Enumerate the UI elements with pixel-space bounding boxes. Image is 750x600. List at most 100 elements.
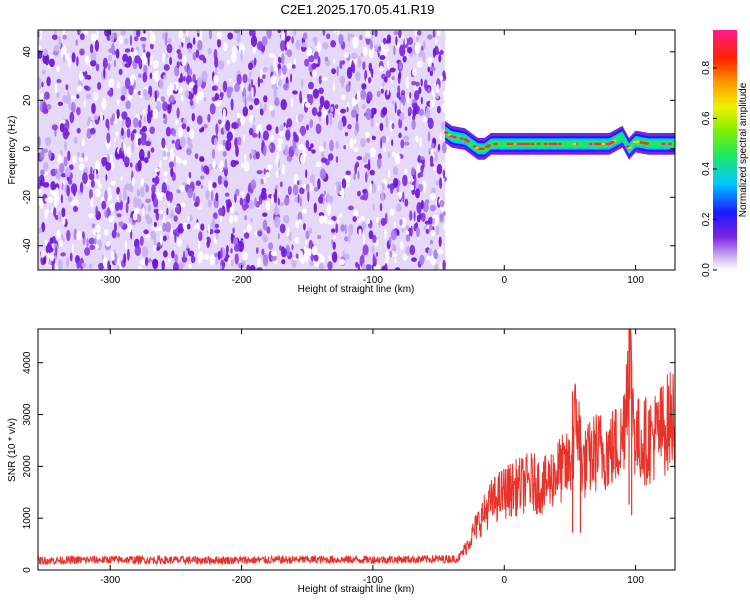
spectrogram-noise-blob <box>249 71 252 78</box>
spectrogram-noise-blob <box>299 90 302 103</box>
spectrogram-noise-blob <box>322 42 329 50</box>
spectrogram-noise-blob <box>113 137 117 143</box>
spectrogram-noise-blob <box>429 70 434 77</box>
spectrogram-noise-blob <box>174 232 177 243</box>
spectrogram-noise-blob <box>89 244 96 251</box>
spectrogram-noise-blob <box>263 95 268 103</box>
spectrogram-noise-blob <box>230 98 234 111</box>
spectrogram-noise-blob <box>443 95 446 101</box>
spectrogram-noise-blob <box>268 145 272 150</box>
spectrogram-noise-blob <box>379 55 386 60</box>
spectrogram-noise-blob <box>219 92 224 98</box>
spectrogram-noise-blob <box>255 247 259 254</box>
spectrogram-noise-blob <box>424 220 431 225</box>
spectrogram-noise-blob <box>120 30 127 36</box>
spectrogram-noise-blob <box>420 212 426 222</box>
spectrogram-noise-blob <box>170 148 174 156</box>
spectrogram-noise-blob <box>262 74 266 79</box>
spectrogram-noise-blob <box>101 98 107 111</box>
spectrogram-noise-blob <box>378 46 382 51</box>
spectrogram-noise-blob <box>388 37 391 43</box>
spectrogram-ridge-hotspot <box>474 146 479 150</box>
spectrogram-noise-blob <box>94 168 97 178</box>
spectrogram-noise-blob <box>152 258 159 270</box>
spectrogram-noise-blob <box>265 200 271 211</box>
spectrogram-noise-blob <box>365 171 368 183</box>
spectrogram-noise-blob <box>171 139 175 144</box>
spectrogram-noise-blob <box>150 230 156 240</box>
spectrogram-noise-blob <box>79 157 84 162</box>
spectrogram-noise-blob <box>127 55 133 66</box>
spectrogram-noise-blob <box>396 203 402 213</box>
spectrogram-noise-blob <box>217 175 223 185</box>
spectrogram-noise-blob <box>398 191 402 200</box>
spectrogram-noise-blob <box>147 258 152 263</box>
spectrogram-noise-blob <box>305 183 310 191</box>
spectrogram-noise-blob <box>50 181 56 191</box>
spectrogram-noise-blob <box>338 34 344 45</box>
spectrogram-noise-blob <box>137 138 142 146</box>
x-tick-label: -100 <box>363 575 383 586</box>
spectrogram-noise-blob <box>427 59 431 69</box>
spectrogram-noise-blob <box>94 39 99 52</box>
spectrogram-noise-blob <box>430 239 433 245</box>
spectrogram-noise-blob <box>140 186 145 198</box>
spectrogram-noise-blob <box>368 62 372 72</box>
spectrogram-noise-blob <box>414 42 421 55</box>
spectrogram-noise-blob <box>70 183 78 195</box>
spectrogram-noise-blob <box>253 57 257 66</box>
spectrogram-noise-blob <box>230 248 233 254</box>
spectrogram-noise-blob <box>96 174 99 180</box>
spectrogram-noise-blob <box>38 45 42 51</box>
spectrogram-noise-blob <box>252 117 256 123</box>
spectrogram-noise-blob <box>160 192 165 198</box>
spectrogram-noise-blob <box>39 150 45 161</box>
spectrogram-noise-blob <box>57 101 64 107</box>
spectrogram-noise-blob <box>412 99 417 104</box>
spectrogram-noise-blob <box>91 103 96 114</box>
spectrogram-noise-blob <box>162 101 168 112</box>
spectrogram-noise-blob <box>218 60 225 70</box>
spectrogram-noise-blob <box>292 184 299 196</box>
spectrogram-noise-blob <box>268 53 275 58</box>
spectrogram-noise-blob <box>286 63 292 70</box>
spectrogram-noise-blob <box>283 197 290 206</box>
spectrogram-noise-blob <box>52 51 59 56</box>
spectrogram-noise-blob <box>413 210 416 222</box>
spectrogram-noise-blob <box>379 202 383 212</box>
spectrogram-noise-blob <box>163 250 168 258</box>
spectrogram-noise-blob <box>87 116 92 124</box>
spectrogram-noise-blob <box>283 214 290 224</box>
spectrogram-noise-blob <box>361 83 367 90</box>
spectrogram-noise-blob <box>90 166 93 177</box>
spectrogram-noise-blob <box>225 252 229 261</box>
spectrogram-noise-blob <box>65 95 71 105</box>
spectrogram-noise-blob <box>147 150 151 159</box>
spectrogram-noise-blob <box>279 181 283 188</box>
spectrogram-noise-blob <box>332 241 336 250</box>
spectrogram-noise-blob <box>410 184 415 191</box>
spectrogram-frame <box>37 29 676 271</box>
spectrogram-noise-blob <box>286 35 291 41</box>
spectrogram-noise-blob <box>425 107 431 119</box>
spectrogram-noise-blob <box>429 155 434 164</box>
spectrogram-x-axis-label: Height of straight line (km) <box>298 284 415 295</box>
y-tick-label: 1000 <box>22 507 33 530</box>
spectrogram-noise-blob <box>192 73 196 85</box>
spectrogram-noise-blob <box>411 119 416 130</box>
spectrogram-noise-blob <box>164 35 168 46</box>
spectrogram-noise-blob <box>360 138 366 148</box>
spectrogram-noise-blob <box>328 112 333 119</box>
spectrogram-noise-blob <box>143 229 149 235</box>
spectrogram-noise-blob <box>89 263 93 269</box>
spectrogram-noise-blob <box>68 164 74 171</box>
spectrogram-noise-blob <box>321 151 325 159</box>
spectrogram-noise-blob <box>365 131 370 139</box>
spectrogram-noise-blob <box>263 130 269 141</box>
spectrogram-noise-blob <box>280 99 287 111</box>
spectrogram-noise-blob <box>128 85 134 96</box>
spectrogram-noise-blob <box>385 250 390 261</box>
spectrogram-noise-blob <box>420 78 423 87</box>
spectrogram-noise-blob <box>337 215 340 224</box>
spectrogram-noise-blob <box>139 259 146 265</box>
